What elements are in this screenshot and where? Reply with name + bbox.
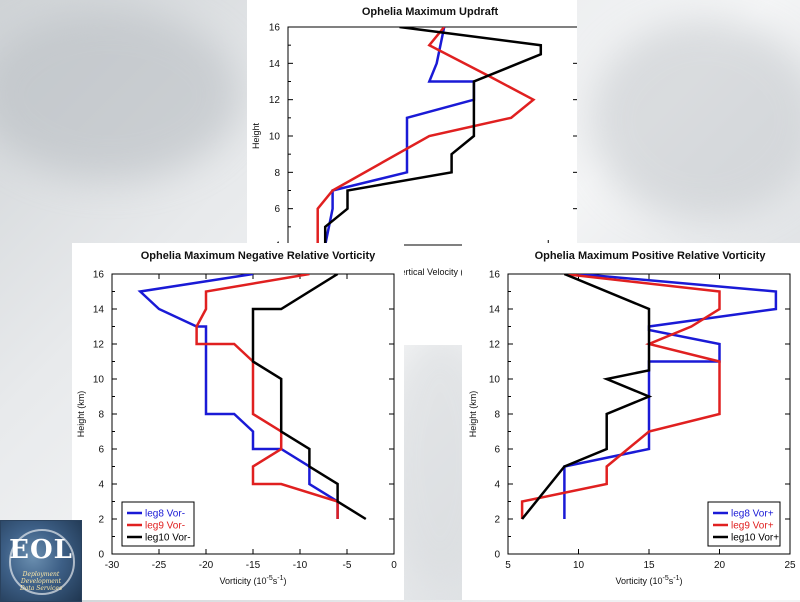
logo-sub-line: Data Services <box>19 585 63 592</box>
legend-label: leg9 Vor+ <box>731 521 774 532</box>
y-tick-label: 8 <box>98 410 104 421</box>
y-tick-label: 0 <box>494 550 500 561</box>
y-tick-label: 2 <box>98 515 104 526</box>
y-tick-label: 10 <box>93 375 105 386</box>
x-tick-label: -15 <box>246 560 261 571</box>
x-axis-label-part: s <box>669 576 674 586</box>
series-line-leg9-vor+ <box>520 274 721 519</box>
x-tick-label: 25 <box>784 560 796 571</box>
y-tick-label: 12 <box>269 95 281 106</box>
x-axis-label: Vertical Velocity (m <box>395 267 471 277</box>
x-tick-label: -30 <box>105 560 120 571</box>
series-line-leg8 <box>323 27 476 245</box>
x-axis-label-part: -5 <box>267 575 273 582</box>
y-tick-label: 4 <box>98 480 104 491</box>
x-axis-label-part: Vorticity (10 <box>616 576 663 586</box>
y-tick-label: 14 <box>93 305 105 316</box>
x-tick-label: -20 <box>199 560 214 571</box>
legend-label: leg10 Vor- <box>145 533 191 544</box>
series-line-leg8-vor+ <box>563 274 778 519</box>
y-tick-label: 8 <box>494 410 500 421</box>
series-line-leg10-vor+ <box>521 274 653 520</box>
x-axis-label-part: ) <box>680 576 683 586</box>
y-tick-label: 16 <box>489 270 501 281</box>
y-axis-label: Height <box>251 122 261 149</box>
legend-label: leg10 Vor+ <box>731 533 779 544</box>
x-axis-label: Vorticity (10-5s-1) <box>616 575 683 586</box>
y-tick-label: 16 <box>93 270 105 281</box>
y-tick-label: 16 <box>269 23 281 34</box>
y-tick-label: 0 <box>98 550 104 561</box>
x-axis-label: Vorticity (10-5s-1) <box>220 575 287 586</box>
y-tick-label: 12 <box>93 340 105 351</box>
y-tick-label: 10 <box>489 375 501 386</box>
logo-sub-line: Development <box>20 578 62 585</box>
logo-text: EOL <box>9 535 73 565</box>
logo-sub-line: Deployment <box>22 571 60 578</box>
series-line-leg10 <box>323 27 543 245</box>
chart-title: Ophelia Maximum Positive Relative Vortic… <box>535 250 767 262</box>
chart-title: Ophelia Maximum Negative Relative Vortic… <box>141 250 376 262</box>
legend-label: leg9 Vor- <box>145 521 185 532</box>
y-tick-label: 8 <box>274 168 280 179</box>
x-tick-label: 5 <box>505 560 511 571</box>
legend-label: leg8 Vor+ <box>731 509 774 520</box>
x-tick-label: 20 <box>714 560 726 571</box>
y-tick-label: 4 <box>494 480 500 491</box>
x-axis-label-part: ) <box>284 576 287 586</box>
positive-vorticity-chart: Ophelia Maximum Positive Relative Vortic… <box>468 250 796 586</box>
series-line-leg8-vor- <box>137 274 339 519</box>
logo-ring <box>9 529 75 595</box>
x-axis-label-part: Vorticity (10 <box>220 576 267 586</box>
updraft-chart: Ophelia Maximum Updraft46810121416030Hei… <box>251 6 577 277</box>
x-tick-label: 0 <box>391 560 397 571</box>
x-tick-label: -10 <box>293 560 308 571</box>
series-line-leg9-vor- <box>195 274 339 519</box>
legend-label: leg8 Vor- <box>145 509 185 520</box>
x-tick-label: -25 <box>152 560 167 571</box>
series-line-leg9 <box>316 27 536 245</box>
y-tick-label: 6 <box>274 204 280 215</box>
background-cloud <box>0 10 240 180</box>
x-axis-label-part: -1 <box>277 575 283 582</box>
y-tick-label: 14 <box>489 305 501 316</box>
eol-logo: EOL Deployment Development Data Services <box>0 520 82 602</box>
y-axis-label: Height (km) <box>76 391 86 438</box>
background-cloud <box>590 20 800 220</box>
positive-vorticity-chart-panel: Ophelia Maximum Positive Relative Vortic… <box>462 243 800 600</box>
x-axis-label-part: s <box>273 576 278 586</box>
y-tick-label: 14 <box>269 59 281 70</box>
y-tick-label: 12 <box>489 340 501 351</box>
x-tick-label: 15 <box>643 560 655 571</box>
chart-title: Ophelia Maximum Updraft <box>362 6 499 18</box>
negative-vorticity-chart-panel: Ophelia Maximum Negative Relative Vortic… <box>72 243 404 600</box>
x-tick-label: -5 <box>343 560 352 571</box>
series-line-leg10-vor- <box>251 274 367 521</box>
y-tick-label: 6 <box>494 445 500 456</box>
x-axis-label-part: -5 <box>663 575 669 582</box>
y-tick-label: 10 <box>269 132 281 143</box>
y-tick-label: 2 <box>494 515 500 526</box>
y-axis-label: Height (km) <box>468 391 478 438</box>
x-tick-label: 10 <box>573 560 585 571</box>
y-tick-label: 6 <box>98 445 104 456</box>
negative-vorticity-chart: Ophelia Maximum Negative Relative Vortic… <box>76 250 397 586</box>
x-axis-label-part: -1 <box>673 575 679 582</box>
logo-subtitle: Deployment Development Data Services <box>11 571 71 592</box>
